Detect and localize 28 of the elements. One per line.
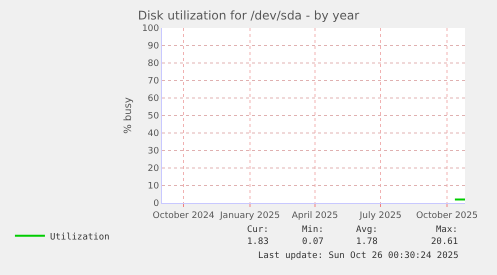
y-tick-label: 10 bbox=[148, 182, 160, 192]
text: Cur: bbox=[247, 225, 269, 235]
chart-title: Disk utilization for /dev/sda - by year bbox=[138, 8, 360, 22]
y-tick-label: 80 bbox=[148, 59, 160, 70]
x-tick-label: July 2025 bbox=[358, 210, 402, 221]
y-tick-label: 100 bbox=[142, 24, 160, 34]
y-tick-label: 50 bbox=[148, 112, 160, 122]
x-tick-label: April 2025 bbox=[292, 210, 338, 221]
text: Max: bbox=[436, 225, 458, 235]
y-tick-label: 20 bbox=[148, 164, 160, 174]
text: 1.83 bbox=[247, 237, 269, 247]
y-axis-title: % busy bbox=[122, 97, 134, 134]
text: 20.61 bbox=[431, 237, 458, 247]
y-tick-label: 60 bbox=[148, 94, 160, 104]
y-tick-label: 90 bbox=[148, 42, 160, 52]
y-tick-label: 0 bbox=[153, 199, 160, 210]
y-tick-label: 30 bbox=[148, 146, 160, 157]
y-tick-label: 40 bbox=[148, 129, 160, 140]
x-tick-label: October 2025 bbox=[416, 210, 478, 221]
y-tick-label: 70 bbox=[148, 76, 160, 87]
text: 1.78 bbox=[356, 237, 378, 247]
text: Min: bbox=[302, 225, 324, 235]
text: 0.07 bbox=[302, 237, 324, 247]
x-tick-label: January 2025 bbox=[219, 210, 280, 221]
text: Avg: bbox=[356, 225, 378, 235]
x-tick-label: October 2024 bbox=[152, 210, 215, 221]
legend-label: Utilization bbox=[50, 232, 110, 242]
text: Last update: Sun Oct 26 00:30:24 2025 bbox=[258, 251, 458, 261]
